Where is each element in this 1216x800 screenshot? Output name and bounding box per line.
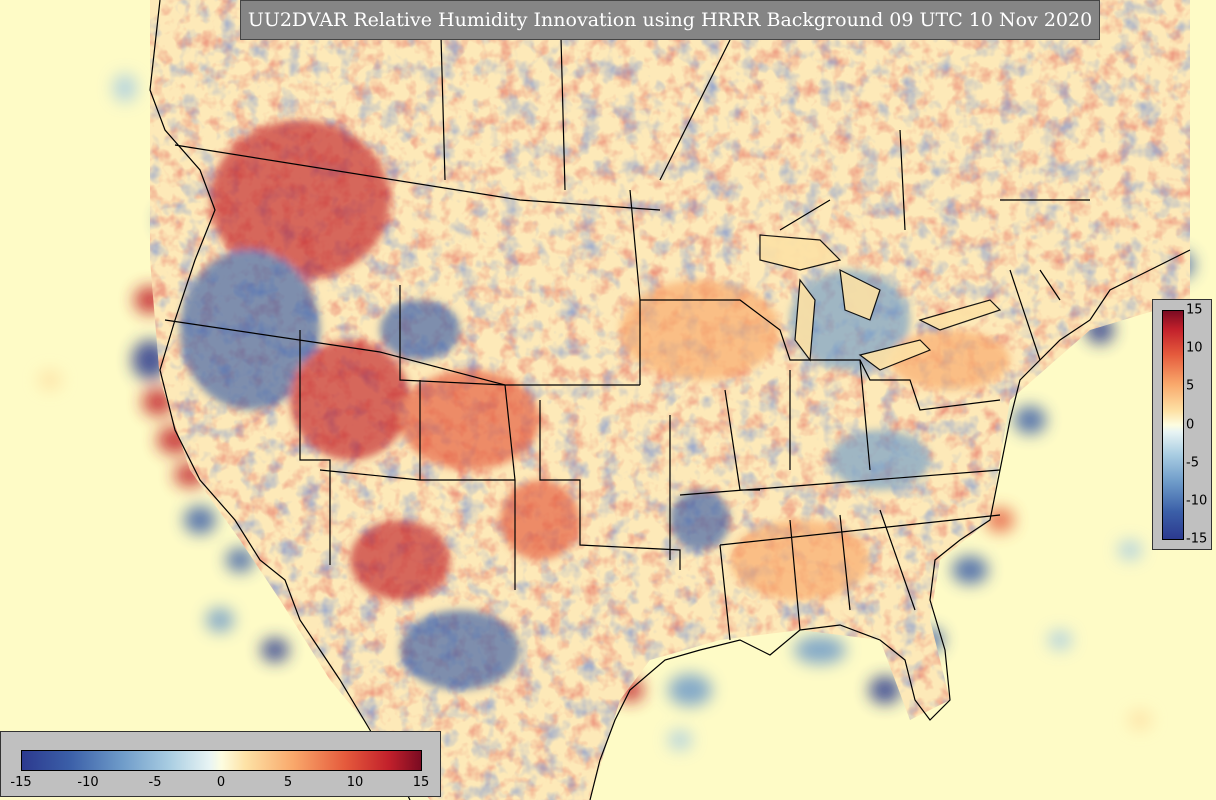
horizontal-colorbar-tick: 15 <box>412 775 430 790</box>
horizontal-colorbar-tick: 5 <box>283 775 293 790</box>
horizontal-colorbar: -15 -10 -5 0 5 10 15 <box>0 731 441 797</box>
vertical-colorbar-gradient <box>1162 310 1184 540</box>
map-title: UU2DVAR Relative Humidity Innovation usi… <box>247 9 1093 31</box>
horizontal-colorbar-gradient <box>21 750 422 771</box>
vertical-colorbar-tick: 15 <box>1186 302 1203 318</box>
horizontal-colorbar-tick: 0 <box>216 775 226 790</box>
horizontal-colorbar-tick: -5 <box>148 775 162 790</box>
map-title-box: UU2DVAR Relative Humidity Innovation usi… <box>240 0 1100 40</box>
vertical-colorbar-tick: 5 <box>1186 378 1195 394</box>
vertical-colorbar-tick: -15 <box>1186 531 1208 547</box>
horizontal-colorbar-tick: -15 <box>10 775 32 790</box>
horizontal-colorbar-tick: 10 <box>346 775 364 790</box>
vertical-colorbar-tick: -5 <box>1186 455 1199 471</box>
vertical-colorbar: 15 10 5 0 -5 -10 -15 <box>1152 299 1212 550</box>
vertical-colorbar-tick: 10 <box>1186 340 1203 356</box>
horizontal-colorbar-tick: -10 <box>77 775 99 790</box>
vertical-colorbar-tick: -10 <box>1186 493 1208 509</box>
vertical-colorbar-tick: 0 <box>1186 417 1195 433</box>
